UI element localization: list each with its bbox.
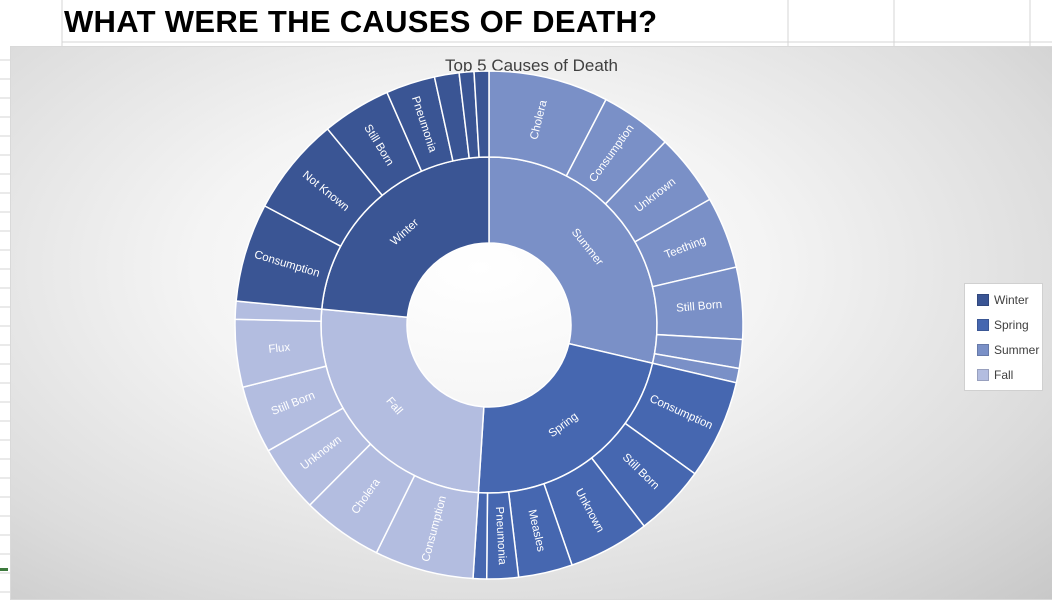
legend-item-spring[interactable]: Spring [977,317,1029,333]
legend-item-fall[interactable]: Fall [977,367,1013,383]
legend-item-winter[interactable]: Winter [977,292,1029,308]
legend-label: Fall [994,368,1014,382]
legend-swatch [977,344,989,356]
legend-item-summer[interactable]: Summer [977,342,1039,358]
chart-area[interactable]: Top 5 Causes of Death Summer Cholera Consu… [10,46,1052,600]
sunburst-chart: SummerCholeraConsumptionUnknownTeethingS… [234,70,744,580]
legend-swatch [977,294,989,306]
cause-label-spring-pneumonia: Pneumonia [493,506,508,565]
chart-legend[interactable]: Winter Spring Summer Fall [964,283,1043,391]
cause-label-summer-still-born: Still Born [676,299,723,315]
cause-segment-winter-other-6[interactable] [473,70,490,159]
legend-swatch [977,369,989,381]
legend-label: Summer [994,343,1040,357]
legend-swatch [977,319,989,331]
legend-label: Winter [994,293,1029,307]
cause-label-fall-flux: Flux [268,341,291,355]
sheet-heading: WHAT WERE THE CAUSES OF DEATH? [64,4,658,39]
legend-label: Spring [994,318,1029,332]
